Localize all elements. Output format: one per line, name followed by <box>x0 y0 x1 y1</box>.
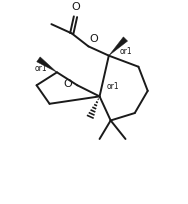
Text: or1: or1 <box>120 47 133 57</box>
Text: O: O <box>71 2 80 12</box>
Text: O: O <box>89 34 98 44</box>
Text: or1: or1 <box>107 82 120 91</box>
Text: or1: or1 <box>35 64 47 73</box>
Text: O: O <box>63 79 72 89</box>
Polygon shape <box>37 57 57 72</box>
Polygon shape <box>109 37 128 56</box>
